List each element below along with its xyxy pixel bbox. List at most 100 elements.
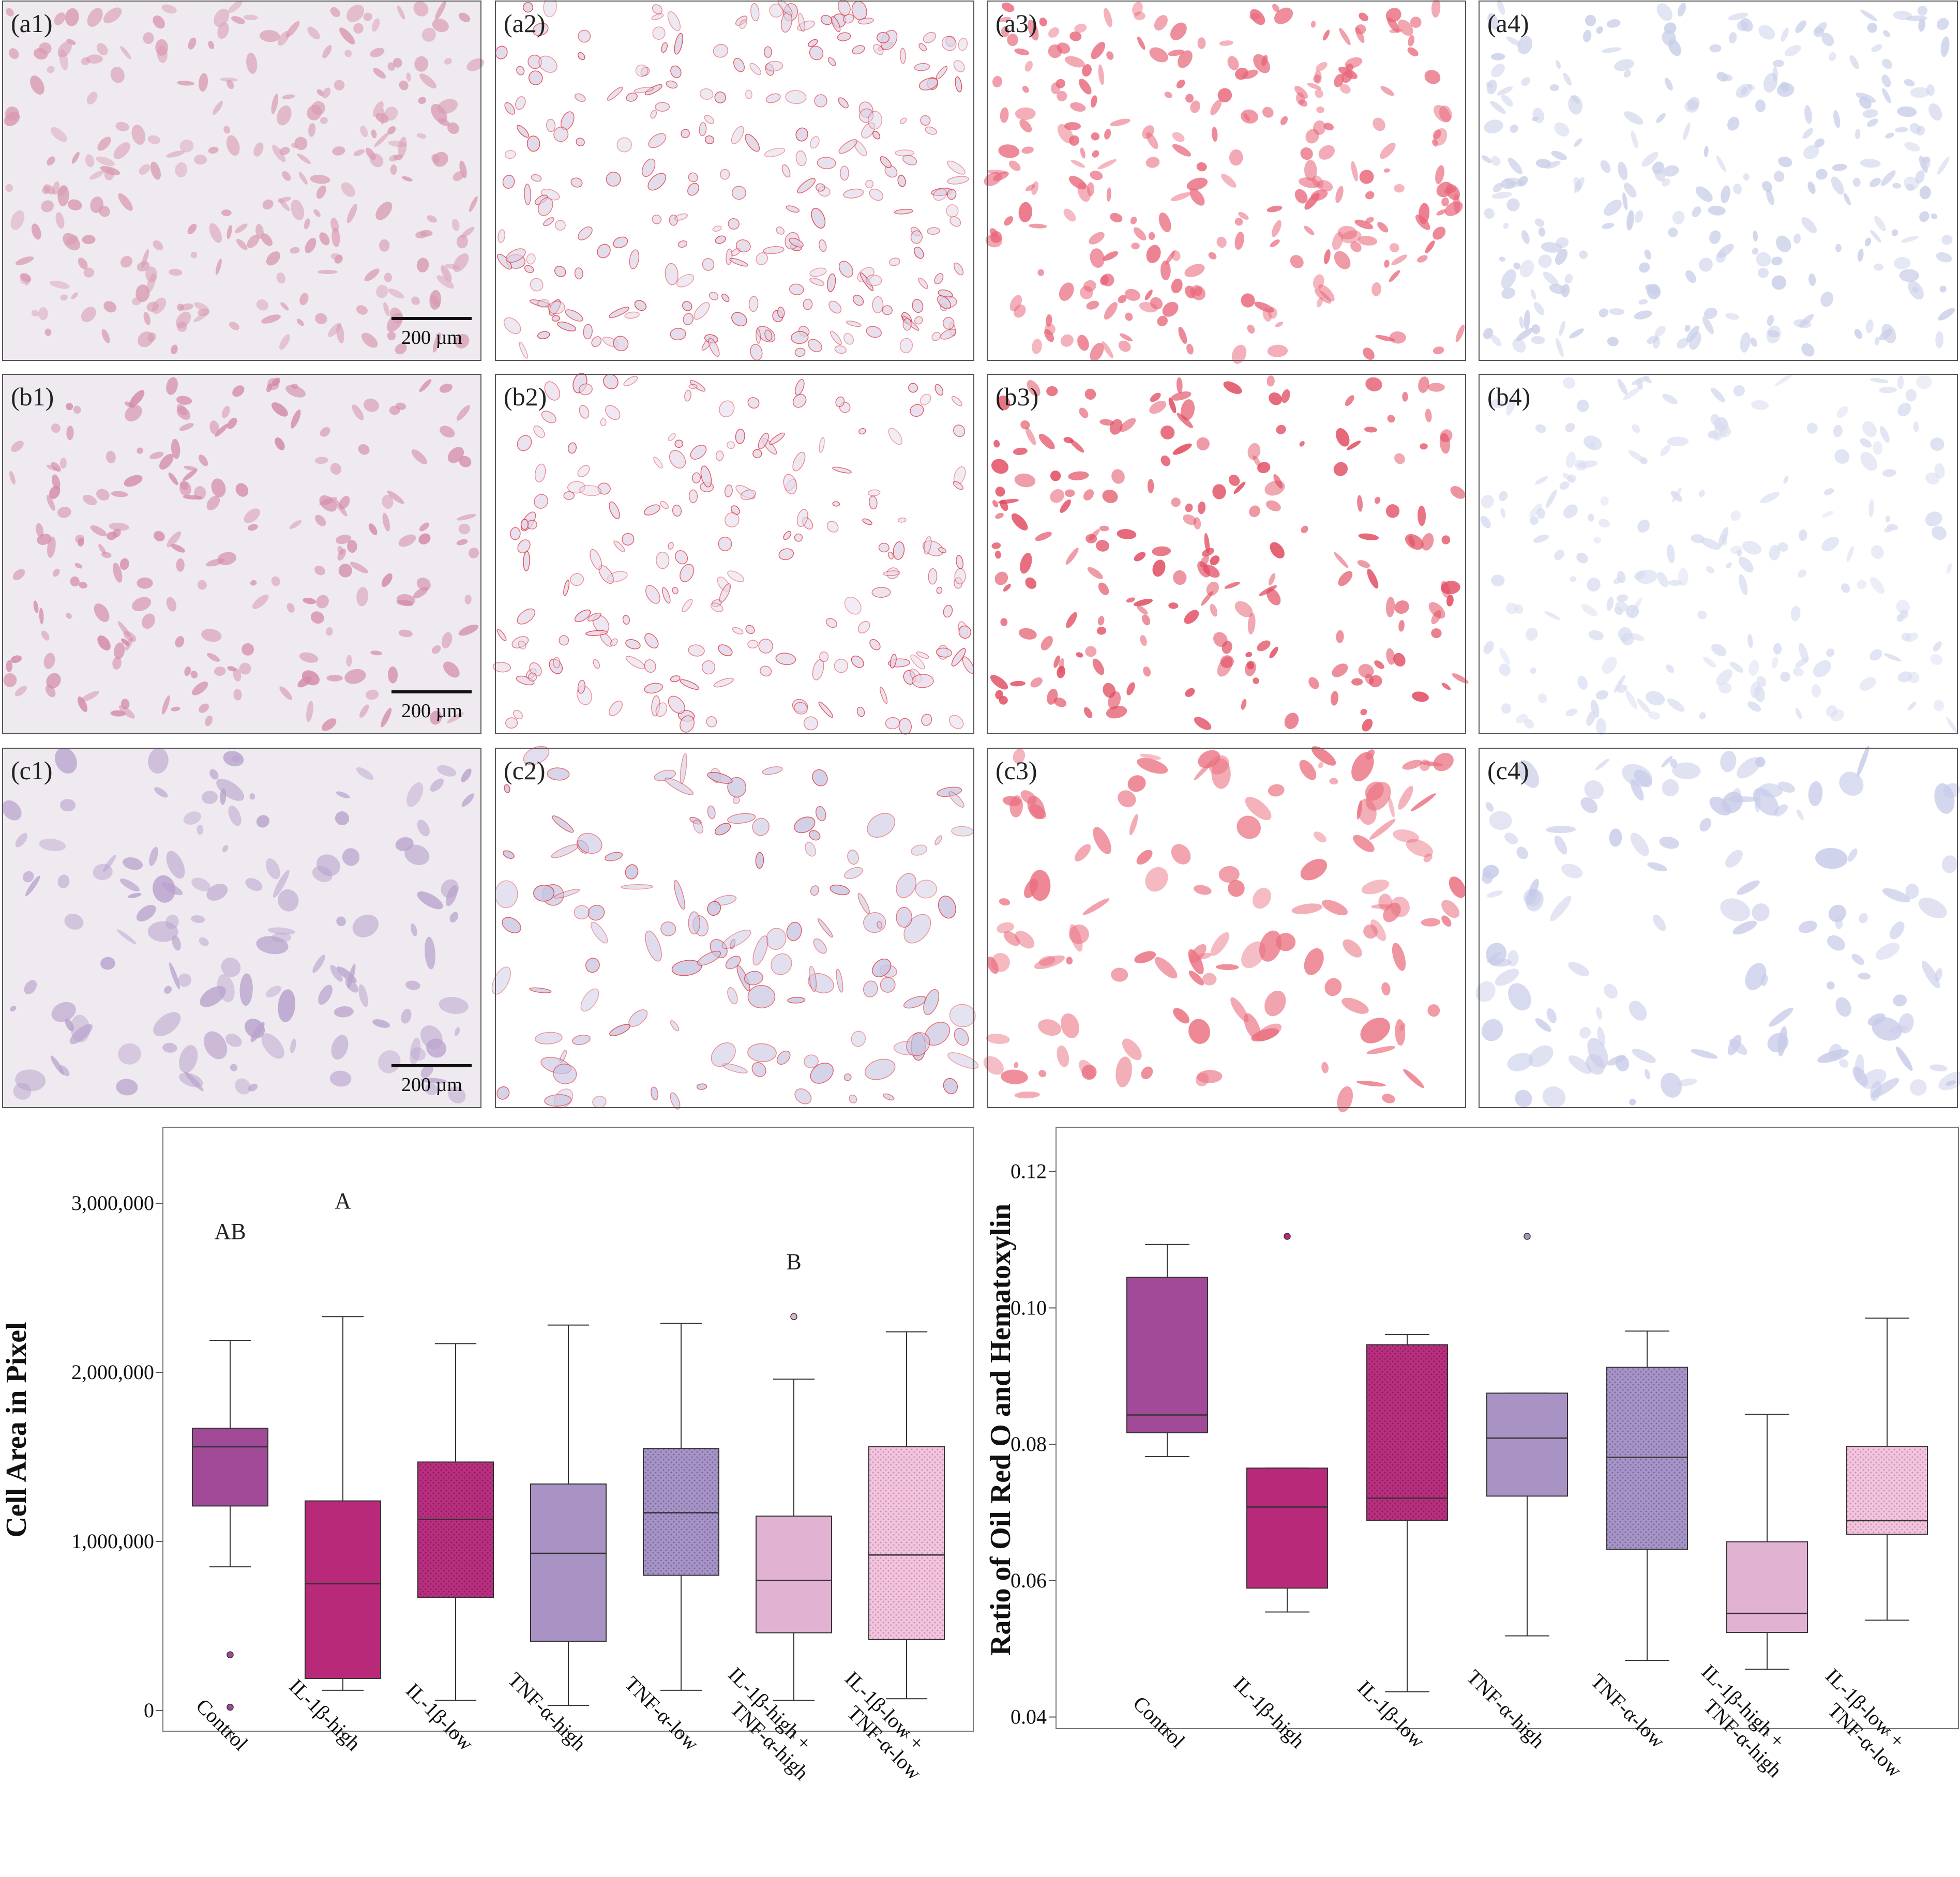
outlier-point <box>1284 1233 1291 1240</box>
iqr-box <box>1126 1277 1208 1433</box>
x-tick-label: IL-1β-high +TNF-α-high <box>723 1662 816 1784</box>
y-tick-label: 1,000,000 <box>71 1530 154 1553</box>
x-tick-label: Control <box>1128 1691 1189 1752</box>
panel-label: (b2) <box>504 382 547 411</box>
box-4 <box>643 1323 719 1691</box>
y-tick-label: 3,000,000 <box>71 1191 154 1215</box>
panel-label: (a1) <box>11 9 53 38</box>
cell-texture <box>1480 373 1957 735</box>
x-tick-label: TNF-α-low <box>1586 1669 1669 1752</box>
x-tick-label: TNF-α-low <box>620 1672 703 1755</box>
box-0 <box>1126 1244 1208 1457</box>
panel-background <box>3 748 481 1108</box>
micrograph-panel: (b4) <box>1479 373 1958 735</box>
iqr-box-texture <box>1847 1446 1927 1535</box>
group-annotation: AB <box>214 1219 246 1244</box>
micrograph-panel: (b1) 200 µm <box>2 374 481 734</box>
scale-bar-label: 200 µm <box>401 327 462 349</box>
x-tick-label: IL-1β-low <box>401 1678 478 1755</box>
panel-background <box>3 374 481 734</box>
x-tick-label: IL-1β-high +TNF-α-high <box>1697 1660 1789 1782</box>
cell-texture <box>1481 0 1955 357</box>
panel-label: (b1) <box>11 382 54 411</box>
x-tick-label-line: IL-1β-low <box>401 1678 478 1755</box>
panel-label: (a4) <box>1487 9 1529 38</box>
panel-label: (c3) <box>996 756 1037 785</box>
panel-border <box>2 374 481 734</box>
x-tick-label-line: IL-1β-low <box>1353 1676 1429 1752</box>
panel-label: (a3) <box>996 9 1037 38</box>
micrograph-panel: (c2) <box>491 746 979 1110</box>
micrograph-panel: (b2) <box>492 373 975 735</box>
x-tick-label-line: Control <box>191 1694 252 1755</box>
group-annotation: A <box>335 1188 351 1214</box>
panel-background <box>987 374 1466 734</box>
cell-texture <box>984 0 1465 364</box>
box-5 <box>756 1313 832 1701</box>
x-tick-label: TNF-α-high <box>1462 1665 1549 1752</box>
y-tick-label: 0 <box>144 1699 154 1722</box>
cell-texture <box>4 1 485 355</box>
panel-border <box>495 1 974 361</box>
y-tick-label: 2,000,000 <box>71 1360 154 1384</box>
x-tick-label: IL-1β-low +TNF-α-low <box>1821 1664 1909 1782</box>
x-tick-label-line: TNF-α-low <box>1586 1669 1669 1752</box>
panel-label: (c1) <box>11 756 53 785</box>
panel-label: (b3) <box>996 382 1038 411</box>
box-3 <box>530 1324 607 1706</box>
micrograph-panel: (a3) <box>984 0 1466 364</box>
box-2 <box>417 1343 494 1701</box>
micrograph-panel: (a4) <box>1479 0 1958 361</box>
panel-border <box>2 748 481 1108</box>
box-0 <box>192 1340 268 1711</box>
panel-border <box>495 748 974 1108</box>
iqr-box <box>1486 1392 1568 1497</box>
iqr-box <box>1726 1541 1808 1633</box>
micrograph-panel: (c4) <box>1475 745 1960 1108</box>
panel-border <box>1479 748 1958 1108</box>
micrograph-panel: (c1) 200 µm <box>2 747 481 1108</box>
iqr-box-texture <box>1607 1367 1687 1550</box>
cell-texture <box>492 373 975 735</box>
box-6 <box>868 1331 945 1700</box>
iqr-box <box>305 1500 381 1679</box>
x-tick-label-line: IL-1β-high <box>1229 1672 1309 1752</box>
cell-texture <box>1475 745 1960 1108</box>
box-4 <box>1606 1330 1688 1661</box>
x-tick-label: IL-1β-high <box>1229 1672 1309 1752</box>
panel-border <box>1479 374 1958 734</box>
cell-texture <box>495 0 969 361</box>
y-tick-label: 0.06 <box>1011 1569 1047 1592</box>
micrograph-panel: (a1) 200 µm <box>2 1 485 361</box>
y-tick-label: 0.10 <box>1011 1296 1047 1319</box>
outlier-point <box>790 1313 797 1320</box>
box-1 <box>305 1316 381 1691</box>
chart2-y-axis-label: Ratio of Oil Red O and Hematoxylin <box>985 1204 1017 1656</box>
panel-label: (b4) <box>1487 382 1530 411</box>
iqr-box-texture <box>869 1447 944 1640</box>
box-3 <box>1486 1233 1568 1637</box>
y-tick-label: 0.12 <box>1011 1160 1047 1183</box>
panel-border <box>2 1 481 361</box>
y-tick-label: 0.08 <box>1011 1432 1047 1456</box>
box-1 <box>1246 1233 1328 1613</box>
box-2 <box>1366 1334 1448 1692</box>
x-tick-label-line: Control <box>1128 1691 1189 1752</box>
micrograph-panel: (c3) <box>983 746 1466 1112</box>
panel-label: (a2) <box>504 9 546 38</box>
x-tick-label-line: IL-1β-high <box>284 1674 365 1755</box>
box-5 <box>1726 1414 1808 1670</box>
x-tick-label: IL-1β-low +TNF-α-low <box>840 1667 929 1784</box>
micrograph-panel: (b3) <box>987 374 1469 734</box>
scale-bar-label: 200 µm <box>401 700 462 722</box>
y-tick-label: 0.04 <box>1011 1705 1047 1729</box>
cell-texture <box>2 747 475 1103</box>
chart1-y-axis-label: Cell Area in Pixel <box>1 1322 33 1537</box>
box-6 <box>1846 1318 1928 1621</box>
iqr-box <box>756 1516 832 1633</box>
scale-bar-label: 200 µm <box>401 1074 462 1096</box>
outlier-point <box>1524 1233 1531 1240</box>
x-tick-label-line: TNF-α-high <box>1462 1665 1549 1752</box>
iqr-box <box>530 1483 607 1642</box>
